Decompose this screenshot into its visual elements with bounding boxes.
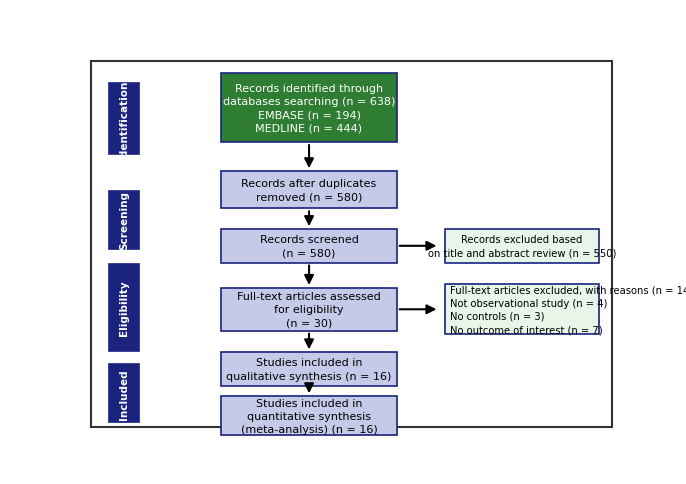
FancyBboxPatch shape bbox=[109, 191, 139, 249]
FancyBboxPatch shape bbox=[222, 352, 397, 386]
Text: Studies included in
qualitative synthesis (n = 16): Studies included in qualitative synthesi… bbox=[226, 358, 392, 381]
FancyBboxPatch shape bbox=[109, 264, 139, 351]
Text: Full-text articles excluded, with reasons (n = 14)
Not observational study (n = : Full-text articles excluded, with reason… bbox=[450, 285, 686, 334]
Text: Records identified through
databases searching (n = 638)
EMBASE (n = 194)
MEDLIN: Records identified through databases sea… bbox=[223, 84, 395, 133]
Text: Records excluded based
on title and abstract review (n = 550): Records excluded based on title and abst… bbox=[427, 235, 616, 258]
FancyBboxPatch shape bbox=[109, 364, 139, 423]
FancyBboxPatch shape bbox=[222, 229, 397, 263]
Text: Full-text articles assessed
for eligibility
(n = 30): Full-text articles assessed for eligibil… bbox=[237, 291, 381, 328]
Text: Screening: Screening bbox=[119, 191, 129, 250]
Text: Included: Included bbox=[119, 368, 129, 419]
Text: Eligibility: Eligibility bbox=[119, 280, 129, 335]
Text: Identification: Identification bbox=[119, 80, 129, 159]
FancyBboxPatch shape bbox=[222, 396, 397, 436]
FancyBboxPatch shape bbox=[445, 229, 599, 263]
Text: Records after duplicates
removed (n = 580): Records after duplicates removed (n = 58… bbox=[241, 179, 377, 202]
FancyBboxPatch shape bbox=[222, 288, 397, 331]
FancyBboxPatch shape bbox=[109, 84, 139, 155]
Text: Studies included in
quantitative synthesis
(meta-analysis) (n = 16): Studies included in quantitative synthes… bbox=[241, 398, 377, 434]
FancyBboxPatch shape bbox=[222, 172, 397, 209]
Text: Records screened
(n = 580): Records screened (n = 580) bbox=[259, 235, 359, 258]
FancyBboxPatch shape bbox=[445, 285, 599, 335]
FancyBboxPatch shape bbox=[222, 74, 397, 143]
